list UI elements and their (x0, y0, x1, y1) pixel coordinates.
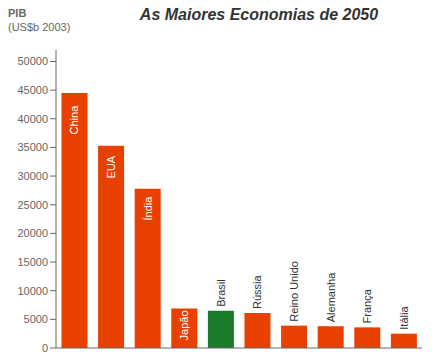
svg-text:40000: 40000 (17, 113, 48, 125)
html-text:PIB: PIB (8, 7, 27, 19)
svg-text:EUA: EUA (105, 155, 117, 178)
svg-text:10000: 10000 (17, 285, 48, 297)
svg-text:5000: 5000 (24, 313, 48, 325)
svg-text:Itália: Itália (398, 306, 410, 330)
svg-text:20000: 20000 (17, 227, 48, 239)
svg-text:Rússia: Rússia (251, 275, 263, 310)
svg-text:30000: 30000 (17, 170, 48, 182)
svg-text:França: França (361, 288, 373, 323)
svg-text:25000: 25000 (17, 199, 48, 211)
svg-text:15000: 15000 (17, 256, 48, 268)
svg-text:Japão: Japão (178, 310, 190, 340)
svg-text:Reino Unido: Reino Unido (288, 261, 300, 322)
svg-text:China: China (68, 105, 80, 135)
html-text:(US$b 2003): (US$b 2003) (8, 21, 71, 33)
svg-text:Índia: Índia (142, 196, 154, 221)
svg-text:35000: 35000 (17, 141, 48, 153)
svg-text:Alemanha: Alemanha (325, 272, 337, 322)
svg-text:Brasil: Brasil (215, 279, 227, 307)
html-text:As Maiores Economias de 2050: As Maiores Economias de 2050 (139, 6, 379, 23)
svg-text:45000: 45000 (17, 84, 48, 96)
svg-text:50000: 50000 (17, 55, 48, 67)
svg-text:0: 0 (42, 342, 48, 354)
